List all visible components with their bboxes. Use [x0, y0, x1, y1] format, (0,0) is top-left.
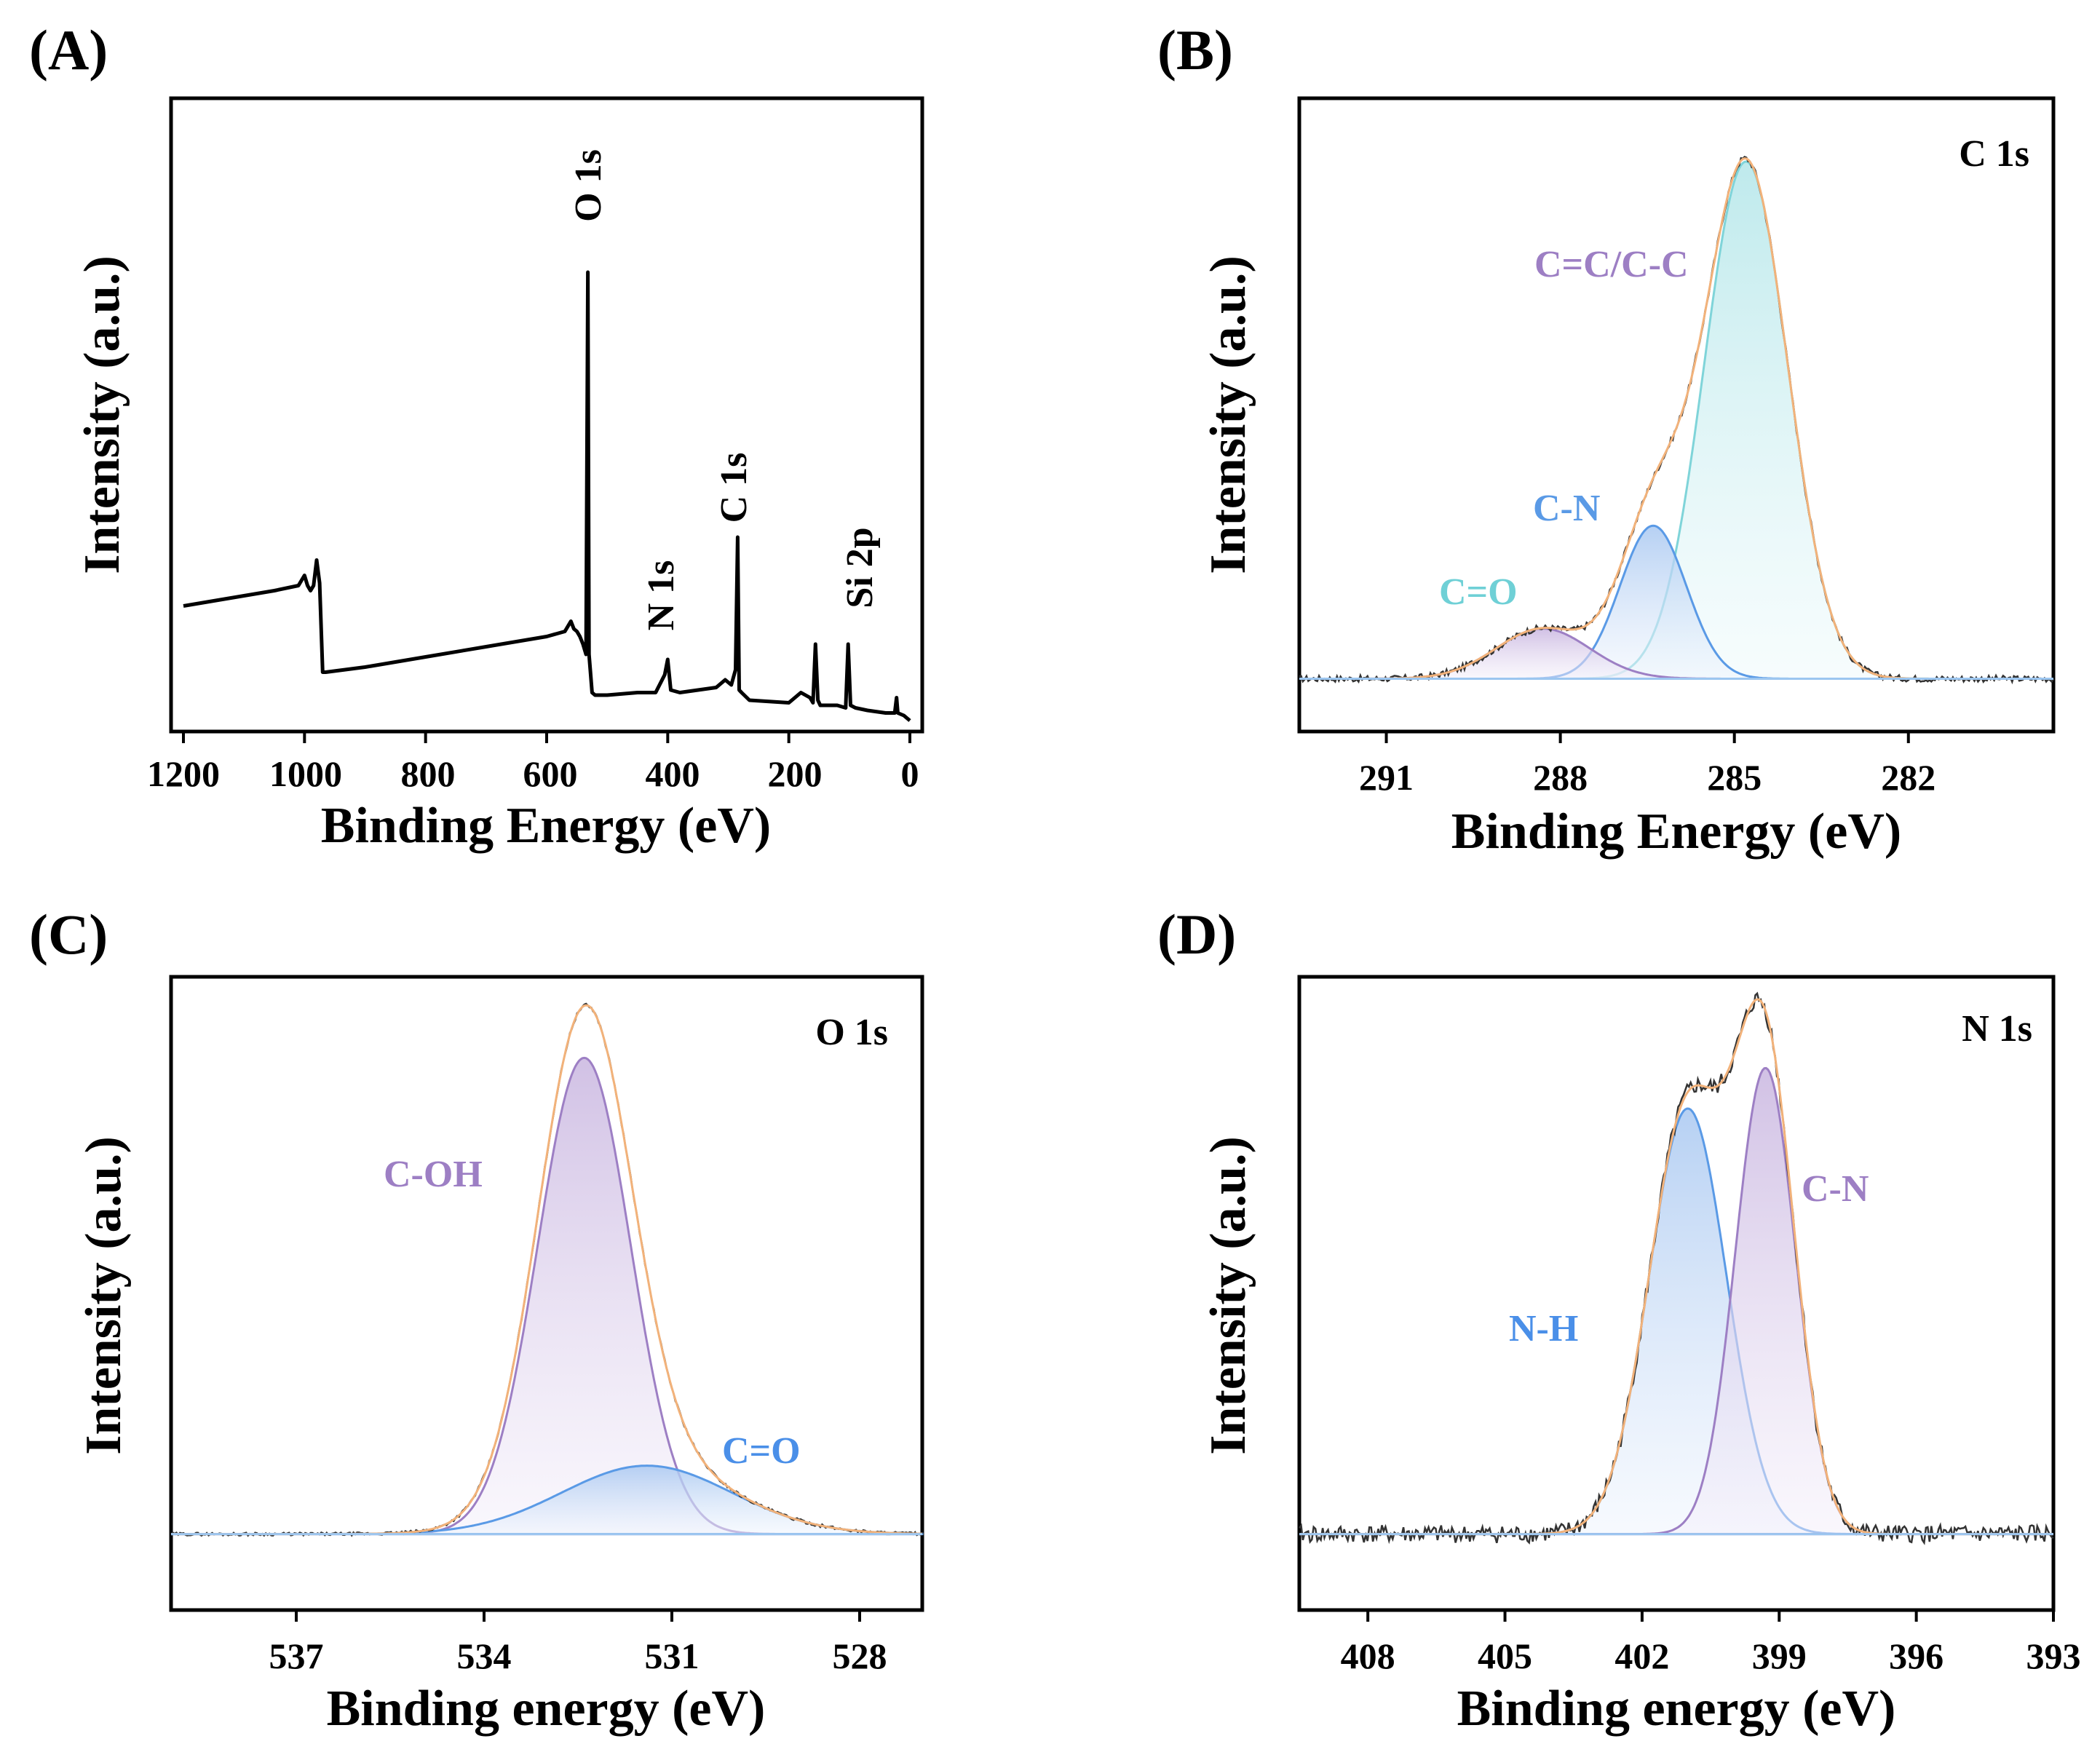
- panel-a-xtick-label: 1200: [147, 753, 220, 794]
- panel-a-xtick-label: 800: [401, 753, 456, 794]
- panel-c-xtick-label: 534: [457, 1636, 512, 1676]
- panel-a-xtick-label: 400: [646, 753, 700, 794]
- panel-a-xtick-label: 0: [901, 753, 919, 794]
- panel-a-letter: (A): [29, 18, 108, 82]
- panel-c-xlabel: Binding energy (eV): [327, 1681, 766, 1737]
- panel-d-xtick-label: 396: [1889, 1636, 1944, 1676]
- panel-a-ticks: [182, 732, 911, 743]
- panel-c-components: [171, 1056, 924, 1536]
- panel-a-xtick-label: 1000: [269, 753, 342, 794]
- panel-d-xtick-label: 393: [2026, 1636, 2081, 1676]
- panel-b-label-cn: C-N: [1533, 488, 1600, 529]
- panel-d-tick-labels: 408 405 402 399 396 393: [1341, 1636, 2081, 1676]
- panel-d-xtick-label: 399: [1752, 1636, 1807, 1676]
- panel-d: (D) 408 405 402 399 396 393 Binding energy (e…: [1157, 903, 2081, 1737]
- panel-d-xtick-label: 402: [1614, 1636, 1669, 1676]
- panel-d-peak-nh: [1299, 1107, 2053, 1536]
- panel-a-ylabel: Intensity (a.u.): [74, 255, 130, 574]
- panel-c-label-coh: C-OH: [384, 1154, 483, 1195]
- panel-a-peak-label-c1s: C 1s: [713, 453, 755, 523]
- panel-c-ylabel: Intensity (a.u.): [76, 1136, 132, 1455]
- panel-c-tick-labels: 537 534 531 528: [269, 1636, 887, 1676]
- panel-a-peak-label-o1s: O 1s: [568, 149, 609, 222]
- panel-b-xlabel: Binding Energy (eV): [1451, 804, 1901, 860]
- panel-b-ylabel: Intensity (a.u.): [1200, 255, 1256, 574]
- panel-b-title: C 1s: [1959, 133, 2029, 175]
- panel-a: (A) 1200 1000 800 600 400 200 0 Binding …: [29, 18, 924, 854]
- panel-c-xtick-label: 537: [269, 1636, 324, 1676]
- panel-a-peak-label-si2p: Si 2p: [839, 527, 881, 608]
- panel-b-label-co: C=O: [1439, 571, 1518, 613]
- panel-d-label-nh: N-H: [1509, 1308, 1578, 1349]
- panel-c-frame: [169, 975, 924, 1612]
- panel-a-survey-line: [183, 270, 911, 722]
- panel-a-tick-labels: 1200 1000 800 600 400 200 0: [147, 753, 919, 794]
- panel-a-xtick-label: 600: [523, 753, 578, 794]
- panel-c-ticks: [295, 1610, 861, 1622]
- panel-a-xlabel: Binding Energy (eV): [321, 798, 771, 854]
- panel-b-tick-labels: 291 288 285 282: [1359, 757, 1935, 798]
- panel-b-xtick-label: 288: [1533, 757, 1588, 798]
- panel-d-ylabel: Intensity (a.u.): [1200, 1136, 1256, 1455]
- panel-c-letter: (C): [29, 903, 108, 966]
- panel-d-title: N 1s: [1962, 1008, 2032, 1050]
- panel-d-frame: [1297, 975, 2056, 1612]
- panel-b-ticks: [1384, 732, 1910, 743]
- panel-c-label-co: C=O: [722, 1430, 801, 1472]
- panel-b-xtick-label: 291: [1359, 757, 1414, 798]
- panel-b-letter: (B): [1157, 18, 1233, 82]
- panel-c-xtick-label: 531: [645, 1636, 700, 1676]
- panel-d-label-cn: C-N: [1802, 1168, 1869, 1210]
- panel-c: (C) 537 534 531 528 Binding energy (eV) Int…: [29, 903, 924, 1737]
- panel-d-ticks: [1366, 1610, 2055, 1622]
- panel-a-peak-label-n1s: N 1s: [641, 560, 682, 631]
- panel-d-xlabel: Binding energy (eV): [1457, 1681, 1896, 1737]
- panel-c-title: O 1s: [815, 1012, 888, 1053]
- panel-d-components: [1299, 1066, 2053, 1536]
- panel-d-letter: (D): [1157, 903, 1236, 966]
- panel-d-xtick-label: 405: [1478, 1636, 1532, 1676]
- panel-b: (B) 291 288 285 282 Binding Energy (eV) Int…: [1157, 18, 2056, 860]
- panel-a-xtick-label: 200: [768, 753, 823, 794]
- panel-c-peak-coh: [171, 1056, 922, 1536]
- panel-c-xtick-label: 528: [833, 1636, 887, 1676]
- panel-b-components: [1299, 160, 2053, 680]
- panel-b-label-cc: C=C/C-C: [1534, 244, 1689, 285]
- panel-b-frame: [1297, 96, 2056, 734]
- panel-b-xtick-label: 285: [1707, 757, 1762, 798]
- panel-d-xtick-label: 408: [1341, 1636, 1395, 1676]
- panel-b-xtick-label: 282: [1881, 757, 1935, 798]
